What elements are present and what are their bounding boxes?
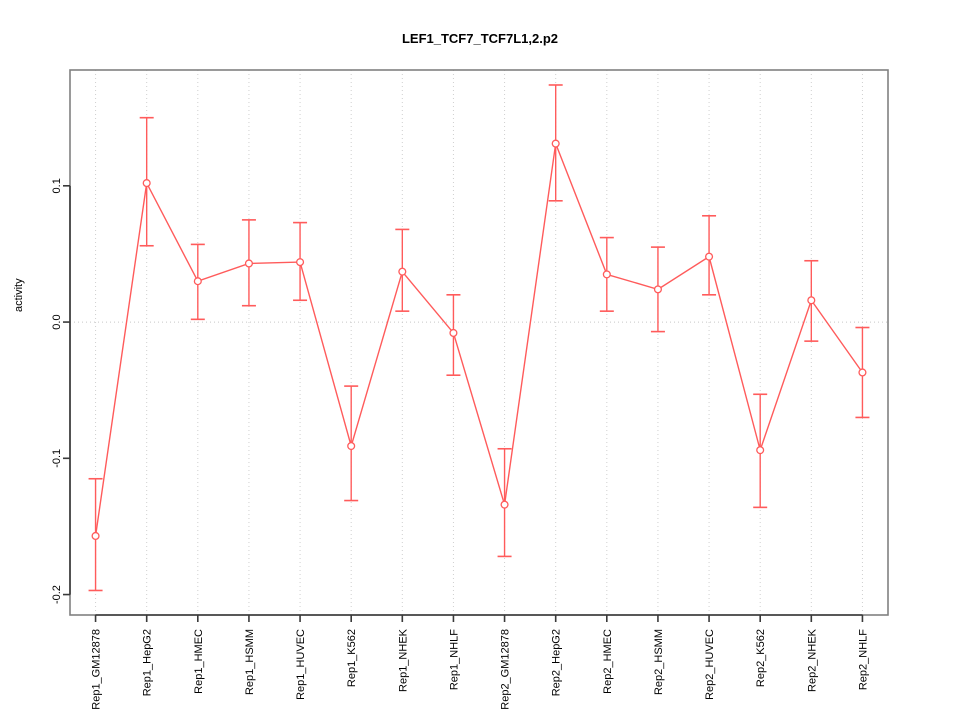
x-tick-label: Rep1_GM12878 xyxy=(91,629,103,710)
gridlines xyxy=(95,70,863,615)
data-point-marker xyxy=(193,277,202,286)
data-point-marker xyxy=(398,267,407,276)
data-point-marker xyxy=(705,252,714,261)
x-tick-label: Rep2_NHLF xyxy=(857,629,869,690)
x-tick-label: Rep2_NHEK xyxy=(806,628,818,692)
data-point-marker xyxy=(602,270,611,279)
y-tick-label: 0.0 xyxy=(51,314,63,329)
error-bars xyxy=(88,84,870,592)
data-point-marker xyxy=(296,258,305,267)
data-point-marker xyxy=(244,259,253,268)
data-point-marker xyxy=(551,139,560,148)
x-tick-label: Rep1_HMEC xyxy=(193,629,205,694)
x-axis-ticks xyxy=(94,615,864,622)
x-axis-labels: Rep1_GM12878 Rep1_HepG2 Rep1_HMEC Rep1_HSMM… xyxy=(91,628,870,709)
x-tick-label: Rep1_HUVEC xyxy=(295,629,307,700)
x-tick-label: Rep2_HUVEC xyxy=(704,629,716,700)
x-tick-label: Rep2_HMEC xyxy=(602,629,614,694)
y-tick-label: -0.1 xyxy=(51,449,63,468)
x-tick-label: Rep2_GM12878 xyxy=(500,629,512,710)
data-point-marker xyxy=(91,531,100,541)
page-title: LEF1_TCF7_TCF7L1,2.p2 xyxy=(401,31,559,46)
data-point-marker xyxy=(807,296,816,305)
y-axis-ticks xyxy=(63,185,70,596)
x-tick-label: Rep1_NHEK xyxy=(397,628,409,692)
x-tick-label: Rep2_HSMM xyxy=(653,629,665,695)
data-point-marker xyxy=(653,285,662,294)
x-tick-label: Rep2_K562 xyxy=(755,629,767,687)
y-axis-labels: 0.1 0.0 -0.1 -0.2 xyxy=(51,178,63,604)
y-tick-label: 0.1 xyxy=(51,178,63,193)
y-tick-label: -0.2 xyxy=(51,585,63,604)
plot-border xyxy=(69,69,889,616)
plot-frame xyxy=(69,69,889,616)
data-point-marker xyxy=(756,446,765,455)
x-tick-label: Rep1_HSMM xyxy=(244,629,256,695)
x-tick-label: Rep2_HepG2 xyxy=(551,629,563,696)
series-polyline xyxy=(94,140,864,537)
data-point-marker xyxy=(449,328,458,338)
data-markers xyxy=(91,139,867,541)
data-point-marker xyxy=(142,179,151,188)
x-tick-label: Rep1_K562 xyxy=(346,629,358,687)
data-point-marker xyxy=(347,441,356,451)
x-tick-label: Rep1_HepG2 xyxy=(142,629,154,696)
x-tick-label: Rep1_NHLF xyxy=(448,629,460,690)
series-line xyxy=(94,140,864,537)
data-point-marker xyxy=(500,500,509,509)
data-point-marker xyxy=(858,368,867,377)
